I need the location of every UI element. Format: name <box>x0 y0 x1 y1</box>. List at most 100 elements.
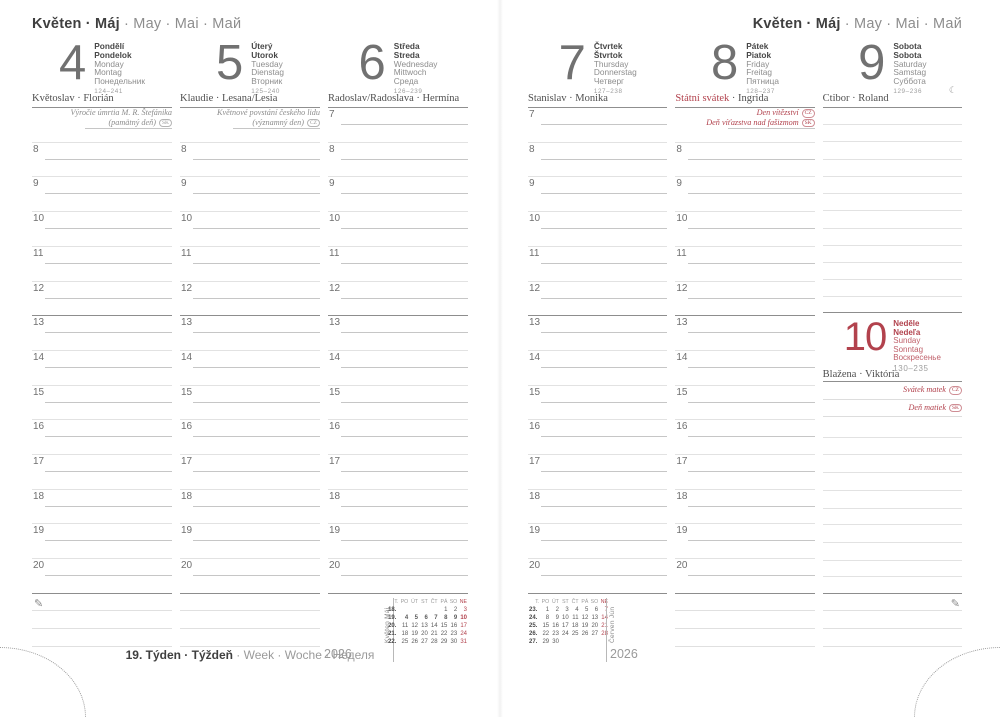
minical-header-cell: SO <box>590 599 599 605</box>
day-label: Samstag <box>893 67 927 78</box>
day-label: Sunday <box>893 336 921 346</box>
day-label: Суббота <box>893 76 926 87</box>
day-column-friday: 8 Pátek Piatok Friday Freitag Пятница 12… <box>675 38 815 660</box>
half-hour-line <box>675 523 815 525</box>
day-label: Dienstag <box>251 67 284 78</box>
hour-line <box>233 128 320 129</box>
minical-week-row: 25. 15 16 17 18 19 20 21 <box>528 622 609 630</box>
half-hour-line <box>675 384 815 386</box>
hour-label: 19 <box>33 525 45 537</box>
week-footer: 19. Týden · Týždeň · Week · Woche · Неде… <box>50 648 450 662</box>
hour-slot: 9 <box>328 177 468 213</box>
hour-line <box>341 193 468 195</box>
day-label: Понедельник <box>94 76 146 87</box>
hour-label: 9 <box>33 178 39 190</box>
day-label: Streda <box>393 49 420 60</box>
minical-week-row: 24. 8 9 10 11 12 13 14 <box>528 614 609 622</box>
hour-slot: 8 <box>675 143 815 178</box>
hour-label: 12 <box>529 282 541 294</box>
day-header: 10 Neděle Nedeľa Sunday Sonntag Воскресе… <box>823 313 962 373</box>
hour-slot: 10 <box>328 212 468 247</box>
hour-slot: 20 <box>675 559 815 594</box>
hour-slot: 12 <box>180 282 320 317</box>
half-hour-line <box>328 419 468 421</box>
day-label: Sobota <box>893 41 922 51</box>
hour-line <box>688 401 815 403</box>
mini-calendar-next-month: T.POÚTSTČTPÁSONE23.123456724.89101112131… <box>528 595 678 665</box>
minical-day-cell: 20 <box>421 631 428 638</box>
minical-day-cell: 27 <box>421 639 428 646</box>
hour-label: 8 <box>181 143 187 155</box>
ruled-line <box>822 542 962 543</box>
day-column-wednesday: 6 Středa Streda Wednesday Mittwoch Среда… <box>328 38 468 660</box>
hour-line <box>45 575 172 577</box>
hour-line <box>45 158 172 160</box>
minical-day-cell: 6 <box>424 615 428 622</box>
hour-line <box>341 540 468 542</box>
ruled-line <box>822 210 962 211</box>
note-line <box>32 628 172 629</box>
hour-slot: 13 <box>32 316 172 351</box>
hour-slot: 17 <box>32 455 172 490</box>
minical-day-cell: 2 <box>453 607 458 614</box>
day-header: 9 Sobota Sobota Saturday Samstag Суббота… <box>823 36 962 95</box>
minical-day-cell: 12 <box>581 615 589 622</box>
hour-slot: 15 <box>675 386 815 421</box>
day-label: Среда <box>393 76 419 87</box>
minical-week-number: 19. <box>388 615 397 622</box>
month-label-sk: Jún <box>609 606 616 619</box>
day-number: 9 <box>858 36 885 90</box>
minical-header-cell: PO <box>541 599 550 605</box>
hour-line <box>541 158 668 160</box>
mini-calendar-table: T.POÚTSTČTPÁSONE23.123456724.89101112131… <box>528 598 609 647</box>
right-page: Květen · Máj · May · Mai · Май 7 Čtvrtek… <box>500 0 1000 717</box>
hour-line <box>541 575 668 577</box>
hour-line <box>193 262 320 264</box>
hour-label: 10 <box>181 213 193 225</box>
minical-day-cell: 17 <box>460 623 467 630</box>
hour-line <box>341 332 468 334</box>
holiday-note: Deň víťazstva nad fašizmom SK <box>706 118 815 127</box>
half-hour-line <box>32 454 172 456</box>
hour-slot: 10 <box>675 212 815 247</box>
hour-slot: 14 <box>328 351 468 386</box>
hour-label: 17 <box>33 456 45 468</box>
mini-calendar-table: T. PO ÚT ST ČT PÁ SO NE 18. 1 2 3 19. 4 5 6 7 8 9 10 20. 11 1… <box>387 598 468 647</box>
minical-header-cell: ST <box>421 599 428 605</box>
ruled-line <box>822 472 962 473</box>
hour-line <box>688 366 815 368</box>
minical-week-row: 26. 22 23 24 25 26 27 28 <box>528 630 609 638</box>
half-hour-line <box>528 245 668 247</box>
hour-line <box>193 575 320 577</box>
minical-day-cell <box>580 638 590 646</box>
hour-line <box>193 228 320 230</box>
hour-slot: 13 <box>328 316 468 351</box>
day-label: Utorok <box>251 49 278 60</box>
minical-week-row: 23. 1234567 <box>528 606 609 614</box>
moon-phase-icon: ☾ <box>948 85 957 95</box>
hour-label: 7 <box>329 109 335 120</box>
hour-slot: 18 <box>328 490 468 525</box>
hour-line <box>193 366 320 368</box>
hour-line <box>193 471 320 473</box>
hour-line <box>341 505 468 507</box>
hour-label: 20 <box>676 560 688 572</box>
hour-line <box>193 158 320 160</box>
hour-slot: 9 <box>528 177 668 213</box>
hour-slot: 10 <box>32 212 172 247</box>
minical-week-row: 27. 29 30 <box>528 638 609 646</box>
half-hour-line <box>528 211 668 213</box>
minical-day-cell: 21 <box>430 631 438 638</box>
half-hour-line <box>180 245 320 247</box>
ruled-line <box>822 279 962 280</box>
mini-calendar-rule <box>606 598 607 662</box>
minical-day-cell: 16 <box>552 623 559 630</box>
day-of-year: 126–239 <box>393 87 423 95</box>
day-number: 4 <box>58 36 86 90</box>
half-hour-line <box>675 141 815 143</box>
hour-slot: 12 <box>528 282 668 317</box>
hour-line <box>341 158 468 160</box>
hour-slot: 15 <box>180 386 320 421</box>
